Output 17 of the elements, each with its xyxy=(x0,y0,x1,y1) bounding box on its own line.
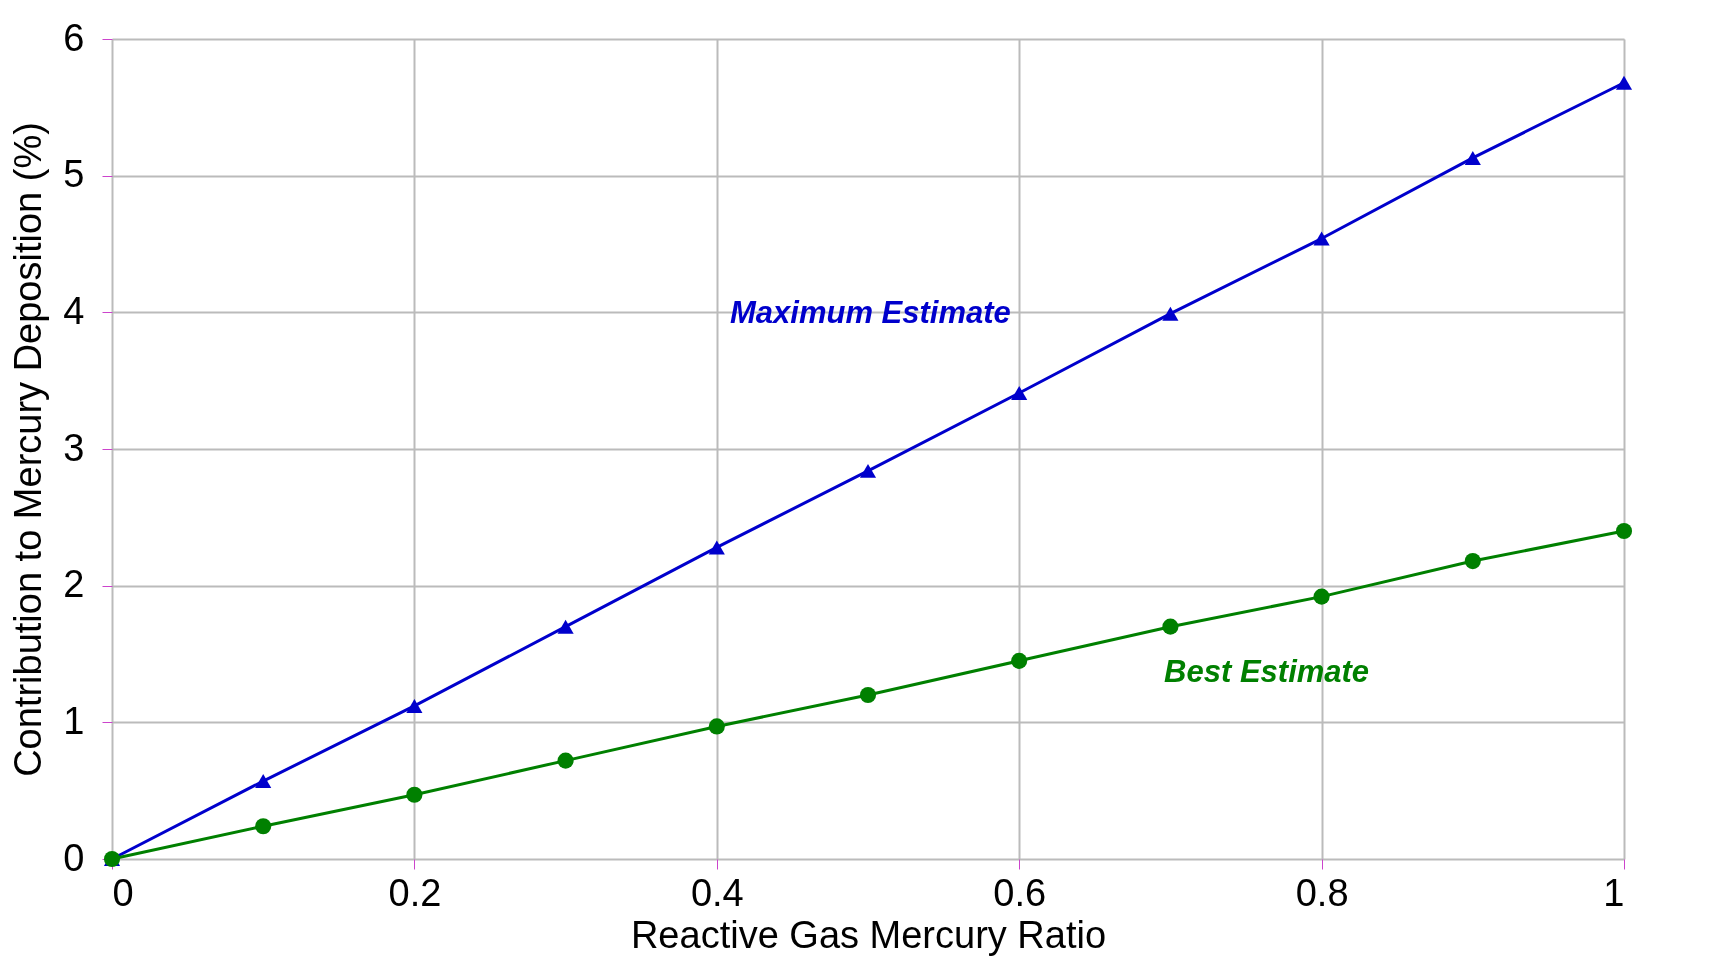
y-axis-title: Contribution to Mercury Deposition (%) xyxy=(7,122,50,777)
x-tick-label: 0.8 xyxy=(1295,871,1349,914)
x-tick-label: 0.2 xyxy=(388,871,442,914)
y-tick-label: 5 xyxy=(63,153,85,196)
y-tick-label: 4 xyxy=(63,289,85,332)
y-tick-label: 1 xyxy=(63,699,85,742)
y-tick-label: 2 xyxy=(63,563,85,606)
y-tick-label: 3 xyxy=(63,426,85,469)
x-tick-label: 0.6 xyxy=(993,871,1047,914)
x-tick-label: 1 xyxy=(1603,871,1625,914)
x-tick-label: 0 xyxy=(112,871,134,914)
x-axis-title: Reactive Gas Mercury Ratio xyxy=(630,913,1107,956)
x-tick-label: 0.4 xyxy=(690,871,744,914)
y-tick-label: 0 xyxy=(63,836,85,879)
series-label: Maximum Estimate xyxy=(729,294,1011,330)
y-tick-label: 6 xyxy=(63,16,85,59)
series-label: Best Estimate xyxy=(1164,653,1370,689)
